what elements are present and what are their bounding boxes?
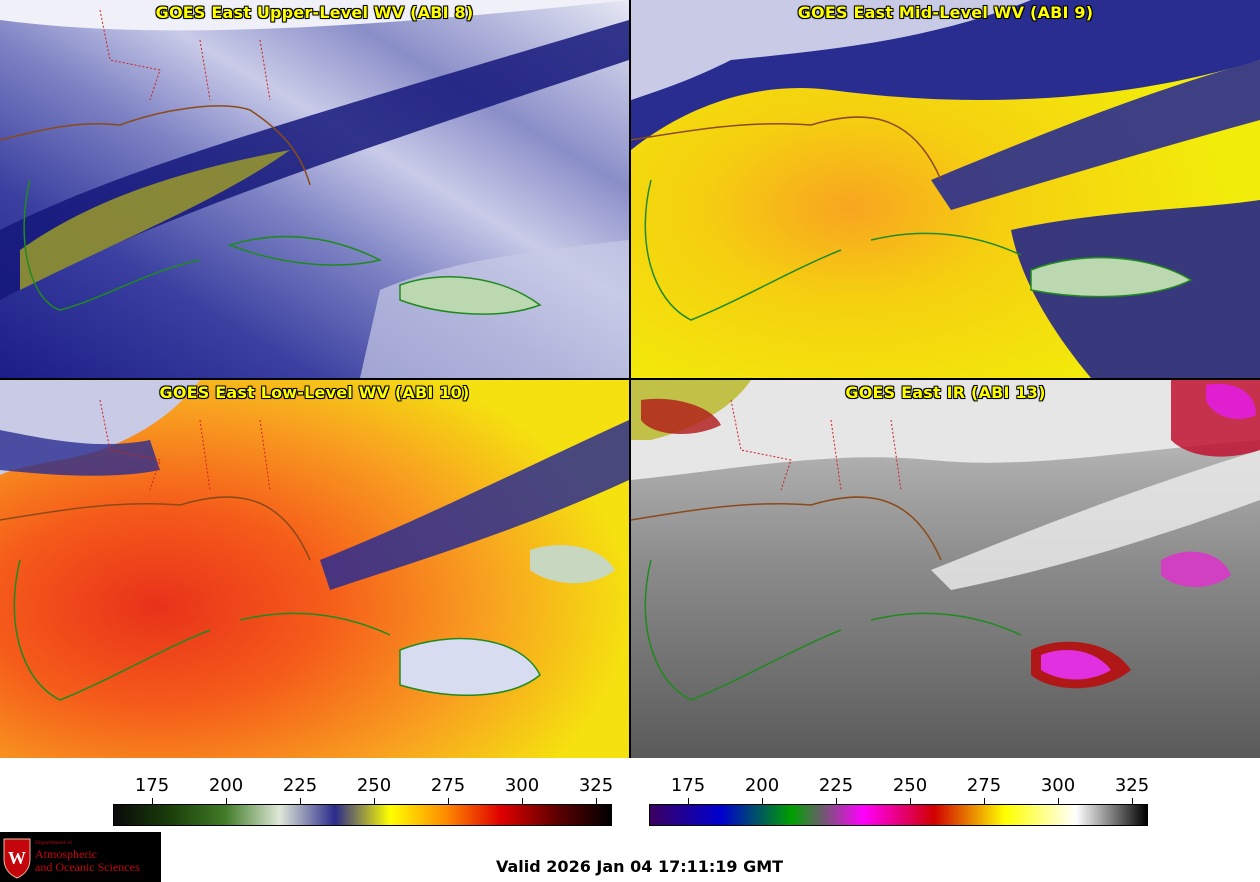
upper-level-wv-panel: GOES East Upper-Level WV (ABI 8) — [0, 0, 629, 378]
upper-level-wv-image — [0, 0, 629, 378]
colorbar-tick-label: 225 — [282, 775, 318, 796]
colorbar-tick-mark — [448, 798, 449, 804]
panel-divider — [0, 378, 1260, 380]
colorbar-tick-mark — [522, 798, 523, 804]
colorbar-tick-mark — [984, 798, 985, 804]
colorbar-tick-mark — [910, 798, 911, 804]
colorbar-tick-mark — [152, 798, 153, 804]
colorbar-tick-mark — [300, 798, 301, 804]
colorbar-tick-mark — [762, 798, 763, 804]
infrared-image — [631, 380, 1260, 758]
colorbar-tick-mark — [226, 798, 227, 804]
logo-line-1: Atmospheric — [35, 847, 97, 861]
logo-line-2: and Oceanic Sciences — [35, 860, 140, 874]
colorbar-tick-label: 275 — [966, 775, 1002, 796]
aos-logo: W Department of Atmospheric and Oceanic … — [0, 832, 161, 882]
ir-colorbar — [649, 804, 1148, 826]
colorbar-tick-mark — [1058, 798, 1059, 804]
mid-level-wv-image — [631, 0, 1260, 378]
mid-level-wv-panel: GOES East Mid-Level WV (ABI 9) — [631, 0, 1260, 378]
panel-title: GOES East IR (ABI 13) — [845, 383, 1046, 402]
panel-title: GOES East Low-Level WV (ABI 10) — [159, 383, 470, 402]
colorbar-tick-mark — [596, 798, 597, 804]
colorbar-tick-label: 225 — [818, 775, 854, 796]
colorbar-tick-mark — [836, 798, 837, 804]
wv-colorbar — [113, 804, 612, 826]
panel-title: GOES East Mid-Level WV (ABI 9) — [797, 3, 1094, 22]
colorbar-tick-label: 200 — [744, 775, 780, 796]
colorbar-tick-label: 275 — [430, 775, 466, 796]
uw-crest-icon: W — [3, 838, 31, 879]
colorbar-tick-label: 300 — [504, 775, 540, 796]
colorbar-tick-label: 300 — [1040, 775, 1076, 796]
infrared-panel: GOES East IR (ABI 13) — [631, 380, 1260, 758]
colorbar-tick-label: 175 — [670, 775, 706, 796]
colorbar-tick-mark — [374, 798, 375, 804]
colorbar-tick-label: 250 — [356, 775, 392, 796]
logo-department-label: Department of — [35, 840, 72, 846]
colorbar-tick-mark — [688, 798, 689, 804]
low-level-wv-image — [0, 380, 629, 758]
colorbar-tick-label: 175 — [134, 775, 170, 796]
colorbar-tick-label: 200 — [208, 775, 244, 796]
colorbar-tick-label: 250 — [892, 775, 928, 796]
colorbar-tick-mark — [1132, 798, 1133, 804]
low-level-wv-panel: GOES East Low-Level WV (ABI 10) — [0, 380, 629, 758]
colorbar-tick-label: 325 — [1114, 775, 1150, 796]
panel-title: GOES East Upper-Level WV (ABI 8) — [155, 3, 474, 22]
colorbar-tick-label: 325 — [578, 775, 614, 796]
svg-text:W: W — [8, 848, 26, 868]
valid-time-label: Valid 2026 Jan 04 17:11:19 GMT — [496, 857, 784, 876]
